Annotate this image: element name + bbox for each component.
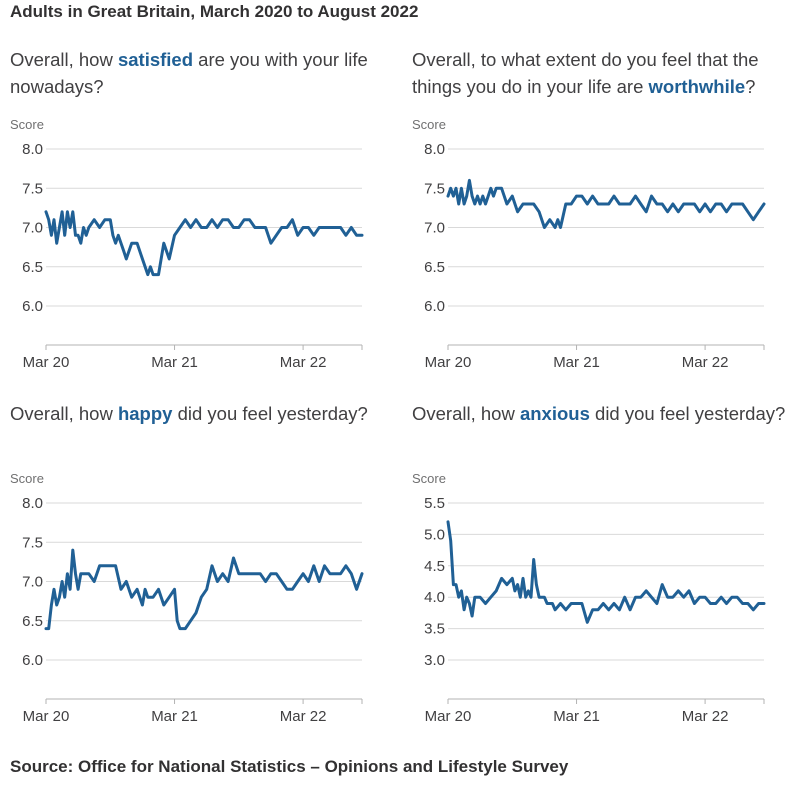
y-tick-label: 6.5 [424,259,445,276]
y-tick-label: 4.0 [424,589,445,606]
x-tick-label: Mar 20 [23,708,70,725]
y-tick-label: 6.5 [22,259,43,276]
x-tick-label: Mar 22 [682,708,729,725]
line-chart-worthwhile: Score 8.0 7.5 7.0 6.5 6.0 Mar 20 Mar 21 Mar 22 [412,117,766,371]
y-tick-label: 3.5 [424,621,445,638]
y-axis-title: Score [412,117,446,132]
y-tick-label: 8.0 [424,141,445,158]
source-note: Source: Office for National Statistics –… [10,757,569,776]
y-tick-label: 7.0 [424,220,445,237]
line-chart-anxious: Score 5.5 5.0 4.5 4.0 3.5 3.0 Mar 20 Mar 21 Mar 2… [412,471,766,725]
y-tick-label: 8.0 [22,495,43,512]
series-line [446,520,766,624]
x-tick-label: Mar 22 [280,708,327,725]
y-tick-label: 6.0 [22,652,43,669]
y-tick-label: 7.0 [22,220,43,237]
series-line [44,548,364,631]
panel-satisfied: Overall, how satisfied are you with your… [10,46,400,406]
question-text: Overall, to what extent do you feel that… [412,49,759,97]
panel-anxious: Overall, how anxious did you feel yester… [412,400,802,760]
question-emphasis: anxious [519,403,590,424]
y-tick-label: 7.5 [22,180,43,197]
y-tick-label: 7.5 [22,534,43,551]
y-tick-label: 5.5 [424,495,445,512]
y-tick-label: 5.0 [424,526,445,543]
y-axis-title: Score [10,117,44,132]
x-tick-label: Mar 20 [23,354,70,371]
question-text: Overall, how anxious did you feel yester… [412,403,786,424]
y-tick-label: 8.0 [22,141,43,158]
x-tick-label: Mar 20 [425,708,472,725]
question-emphasis: happy [117,403,173,424]
question-emphasis: satisfied [117,49,194,70]
x-tick-label: Mar 21 [151,354,198,371]
question-emphasis: worthwhile [648,76,746,97]
y-tick-label: 7.5 [424,180,445,197]
series-line [44,210,364,277]
panel-worthwhile: Overall, to what extent do you feel that… [412,46,802,406]
question-text: Overall, how happy did you feel yesterda… [10,403,368,424]
question-text: Overall, how satisfied are you with your… [10,49,368,97]
y-axis-title: Score [10,471,44,486]
line-chart-happy: Score 8.0 7.5 7.0 6.5 6.0 Mar 20 Mar 21 Mar 22 [10,471,364,725]
x-tick-label: Mar 20 [425,354,472,371]
chart-title: Adults in Great Britain, March 2020 to A… [10,2,419,21]
y-axis-title: Score [412,471,446,486]
x-tick-label: Mar 21 [553,708,600,725]
line-chart-satisfied: Score 8.0 7.5 7.0 6.5 6.0 Mar 20 Mar 21 Mar 22 [10,117,364,371]
x-tick-label: Mar 22 [280,354,327,371]
y-tick-label: 7.0 [22,574,43,591]
y-tick-label: 6.5 [22,613,43,630]
panel-happy: Overall, how happy did you feel yesterda… [10,400,400,760]
x-tick-label: Mar 22 [682,354,729,371]
x-tick-label: Mar 21 [553,354,600,371]
y-tick-label: 6.0 [424,298,445,315]
series-line [446,178,766,229]
x-tick-label: Mar 21 [151,708,198,725]
y-tick-label: 3.0 [424,652,445,669]
y-tick-label: 4.5 [424,558,445,575]
y-tick-label: 6.0 [22,298,43,315]
